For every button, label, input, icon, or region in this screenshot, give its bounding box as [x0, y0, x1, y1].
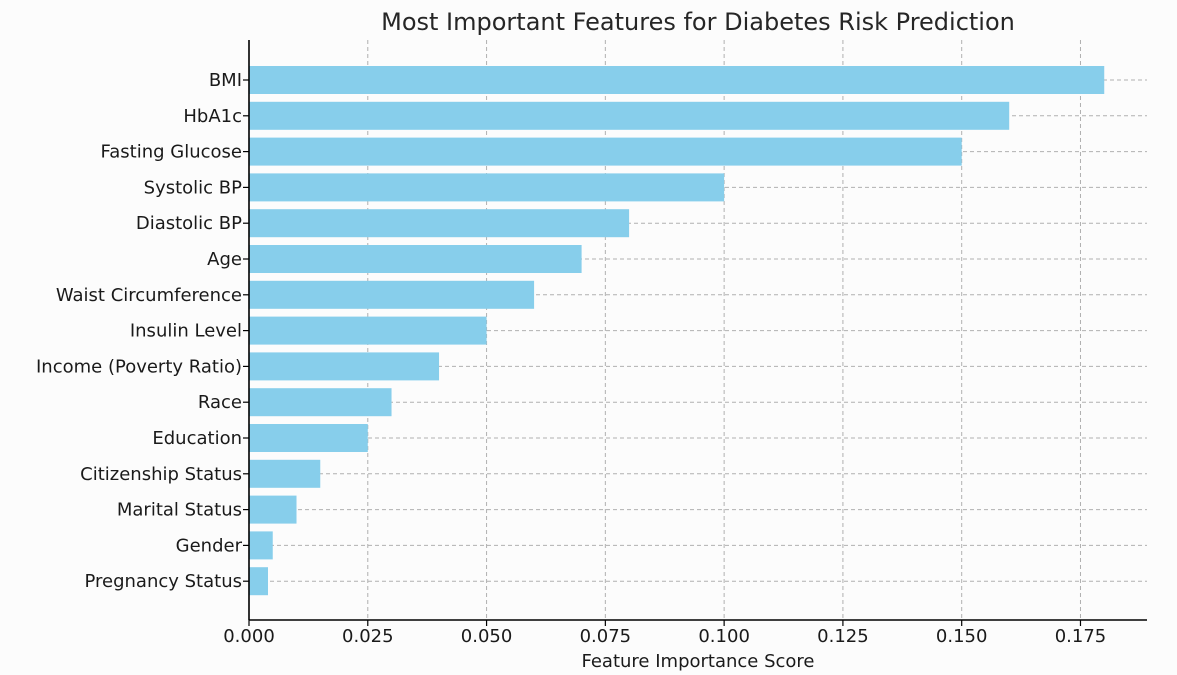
bar-income-poverty-ratio — [249, 352, 440, 381]
bar-fasting-glucose — [249, 137, 962, 166]
bar-age — [249, 245, 582, 273]
bar-bmi — [249, 66, 1105, 94]
category-label: Pregnancy Status — [84, 571, 242, 592]
category-label: Diastolic BP — [136, 213, 242, 234]
category-label: Race — [198, 392, 242, 413]
bar-education — [249, 424, 368, 452]
bar-insulin-level — [249, 316, 487, 345]
category-label: Citizenship Status — [80, 464, 242, 485]
x-tick-label: 0.150 — [936, 626, 988, 647]
category-label: Fasting Glucose — [101, 142, 242, 163]
category-label: Gender — [176, 535, 243, 556]
category-label: Systolic BP — [144, 177, 242, 198]
bar-citizenship-status — [249, 459, 321, 488]
x-tick-label: 0.000 — [223, 626, 275, 647]
x-tick-label: 0.175 — [1055, 626, 1107, 647]
category-labels: BMI HbA1c Fasting Glucose Systolic BP Diasto… — [36, 70, 243, 592]
bar-diastolic-bp — [249, 209, 630, 238]
x-tick-label: 0.050 — [461, 626, 513, 647]
bar-gender — [249, 531, 273, 560]
x-tick-label: 0.025 — [342, 626, 394, 647]
category-label: Education — [152, 428, 242, 449]
bar-pregnancy-status — [249, 567, 269, 596]
x-tick-label: 0.125 — [817, 626, 869, 647]
bar-hba1c — [249, 101, 1010, 130]
category-label: Insulin Level — [130, 321, 242, 342]
category-label: Age — [207, 249, 242, 270]
bar-waist-circumference — [249, 280, 535, 309]
bar-race — [249, 388, 392, 417]
category-label: BMI — [209, 70, 242, 91]
category-label: Waist Circumference — [56, 285, 242, 306]
category-label: Marital Status — [117, 500, 242, 521]
x-axis-label: Feature Importance Score — [581, 651, 814, 672]
x-tick-labels: 0.000 0.025 0.050 0.075 0.100 0.125 0.150 0.175 — [223, 626, 1106, 647]
x-tick-label: 0.100 — [698, 626, 750, 647]
axis-layer — [243, 40, 1147, 626]
x-tick-label: 0.075 — [580, 626, 632, 647]
bar-systolic-bp — [249, 173, 725, 202]
chart-title: Most Important Features for Diabetes Ris… — [381, 8, 1015, 36]
bar-marital-status — [249, 495, 297, 524]
category-label: HbA1c — [183, 106, 242, 127]
bar-layer — [249, 66, 1105, 596]
category-label: Income (Poverty Ratio) — [36, 356, 242, 377]
